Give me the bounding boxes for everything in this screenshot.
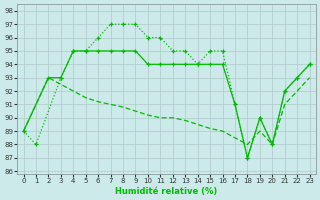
X-axis label: Humidité relative (%): Humidité relative (%)	[116, 187, 218, 196]
